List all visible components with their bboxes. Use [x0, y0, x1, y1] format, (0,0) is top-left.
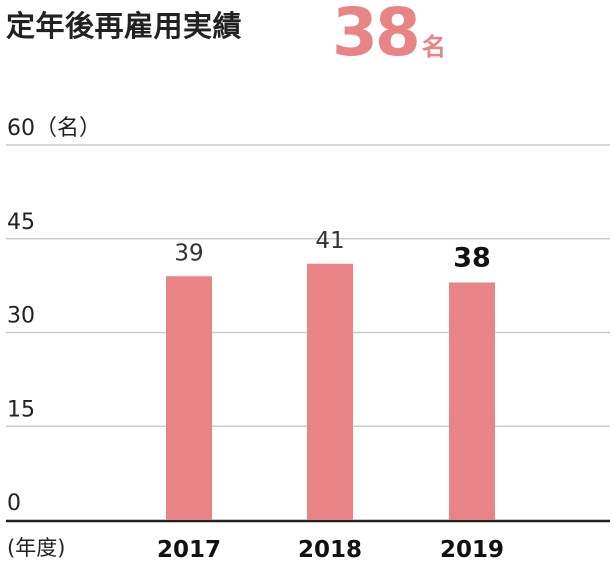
headline-figure: 38 名	[332, 0, 446, 66]
y-tick-label: 0	[7, 491, 21, 516]
y-axis-label: （名）	[35, 116, 101, 141]
headline-unit: 名	[421, 33, 446, 61]
y-tick-label: 15	[7, 397, 35, 422]
y-tick-label: 30	[7, 304, 35, 329]
bar-value-label: 39	[174, 240, 203, 266]
y-tick-label: 45	[7, 210, 35, 235]
x-tick-label: 2018	[298, 537, 362, 563]
bar	[307, 263, 353, 520]
y-tick-label: 60（名）	[7, 116, 101, 141]
x-axis-label: (年度)	[7, 536, 65, 560]
labels: 0 15 30 45 60（名） 39 2017 41 2018 38 2019 (年度)	[7, 116, 504, 563]
x-tick-label: 2017	[157, 537, 221, 563]
bar	[166, 276, 212, 520]
headline-value: 38	[332, 0, 421, 71]
chart-title: 定年後再雇用実績	[6, 9, 243, 43]
bar-value-label: 38	[453, 243, 491, 274]
x-tick-label: 2019	[440, 537, 504, 563]
bar	[449, 282, 495, 520]
bars	[166, 263, 495, 520]
grid-lines	[6, 144, 610, 523]
bar-value-label: 41	[315, 228, 344, 254]
